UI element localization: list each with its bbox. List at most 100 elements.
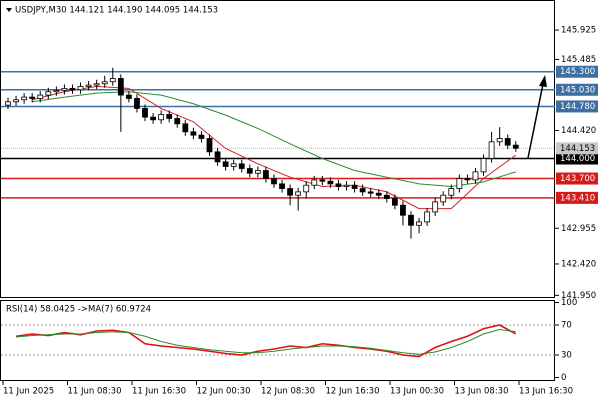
candle-body bbox=[400, 204, 406, 216]
candle-body bbox=[190, 131, 197, 136]
x-tick-label: 12 Jun 16:30 bbox=[326, 387, 380, 397]
level-label: 144.000 bbox=[560, 154, 595, 164]
candle-body bbox=[303, 184, 310, 193]
candle-body bbox=[416, 221, 422, 226]
level-label: 144.780 bbox=[560, 102, 595, 112]
candle-body bbox=[37, 94, 44, 99]
rsi-frame bbox=[0, 300, 555, 381]
y-tick-label: 141.950 bbox=[561, 291, 596, 301]
level-label-box bbox=[556, 100, 598, 113]
x-tick-label: 13 Jun 16:30 bbox=[519, 387, 573, 397]
moving-average bbox=[32, 85, 517, 210]
candle-body bbox=[263, 170, 269, 179]
level-label-box bbox=[556, 172, 598, 185]
candle-body bbox=[166, 114, 173, 119]
candle-body bbox=[375, 192, 382, 196]
candle-body bbox=[496, 138, 503, 143]
candle-body bbox=[13, 99, 19, 103]
level-label-box bbox=[556, 65, 598, 78]
y-tick-label: 142.955 bbox=[561, 224, 596, 234]
candle-body bbox=[142, 108, 148, 118]
candle-body bbox=[182, 123, 189, 133]
y-tick-label: 30 bbox=[561, 351, 572, 361]
candle-body bbox=[198, 134, 205, 139]
candle-body bbox=[150, 116, 156, 121]
candle-body bbox=[214, 151, 221, 163]
moving-average bbox=[32, 91, 516, 188]
level-label-box bbox=[556, 152, 598, 165]
y-tick-label: 70 bbox=[561, 321, 572, 331]
level-label: 145.030 bbox=[560, 85, 595, 95]
candle-body bbox=[246, 168, 253, 174]
y-tick-label: 100 bbox=[561, 298, 577, 308]
y-tick-label: 0 bbox=[561, 373, 566, 383]
candle-body bbox=[5, 101, 11, 106]
rsi-title: RSI(14) 58.0425 ->MA(7) 60.9724 bbox=[6, 305, 151, 315]
candle-body bbox=[271, 178, 277, 185]
forecast-arrowhead bbox=[539, 75, 547, 87]
candle-body bbox=[109, 78, 116, 83]
y-tick-label: 145.925 bbox=[561, 26, 596, 36]
level-label: 143.410 bbox=[560, 193, 595, 203]
candle-body bbox=[101, 81, 108, 85]
candle-body bbox=[117, 78, 124, 96]
candle-body bbox=[254, 170, 261, 174]
candle-body bbox=[77, 86, 84, 91]
forecast-arrow bbox=[527, 83, 544, 159]
level-label-box bbox=[556, 83, 598, 96]
candle-body bbox=[69, 88, 76, 91]
y-tick-label: 145.485 bbox=[561, 55, 596, 65]
candle-body bbox=[21, 96, 28, 101]
candle-body bbox=[327, 180, 334, 185]
candle-body bbox=[93, 83, 100, 86]
x-tick-label: 12 Jun 08:30 bbox=[261, 387, 315, 397]
candle-body bbox=[319, 179, 326, 182]
candle-body bbox=[359, 188, 366, 193]
candle-body bbox=[85, 84, 92, 87]
candle-body bbox=[432, 201, 439, 213]
candle-body bbox=[480, 158, 487, 173]
candle-body bbox=[174, 118, 181, 125]
candle-body bbox=[488, 141, 495, 159]
rsi-line bbox=[16, 328, 516, 355]
candle-body bbox=[343, 184, 350, 187]
candle-body bbox=[335, 183, 342, 187]
candle-body bbox=[238, 163, 245, 169]
candle-body bbox=[230, 163, 237, 167]
candle-body bbox=[126, 94, 132, 99]
level-label: 145.300 bbox=[560, 67, 595, 77]
candle-body bbox=[29, 96, 36, 99]
candle-body bbox=[279, 183, 285, 189]
candle-body bbox=[134, 98, 140, 109]
x-tick-label: 11 Jun 2025 bbox=[3, 387, 54, 397]
last-price-label: 144.153 bbox=[560, 144, 595, 154]
x-tick-label: 11 Jun 16:30 bbox=[132, 387, 186, 397]
candle-body bbox=[53, 90, 60, 93]
candle-body bbox=[472, 171, 479, 181]
y-tick-label: 142.420 bbox=[561, 259, 596, 269]
candle-body bbox=[424, 211, 431, 223]
rsi-line bbox=[15, 324, 517, 358]
main-frame bbox=[0, 0, 555, 298]
x-tick-label: 11 Jun 08:30 bbox=[68, 387, 122, 397]
chart-title: USDJPY,M30 144.121 144.190 144.095 144.1… bbox=[15, 6, 218, 16]
candle-body bbox=[287, 188, 294, 196]
candle-body bbox=[351, 184, 358, 189]
dropdown-icon bbox=[6, 8, 12, 12]
candle-body bbox=[504, 138, 511, 146]
candle-body bbox=[408, 214, 414, 226]
candle-body bbox=[311, 179, 318, 186]
candle-body bbox=[45, 91, 52, 96]
candle-body bbox=[295, 191, 302, 196]
x-tick-label: 12 Jun 00:30 bbox=[197, 387, 251, 397]
candle-body bbox=[456, 178, 463, 189]
x-tick-label: 13 Jun 08:30 bbox=[455, 387, 509, 397]
candle-body bbox=[464, 178, 471, 181]
candle-body bbox=[367, 191, 374, 194]
candle-body bbox=[222, 161, 229, 167]
x-tick-label: 13 Jun 00:30 bbox=[390, 387, 444, 397]
candle-body bbox=[391, 198, 398, 206]
candle-body bbox=[440, 194, 447, 203]
candle-body bbox=[512, 144, 519, 149]
